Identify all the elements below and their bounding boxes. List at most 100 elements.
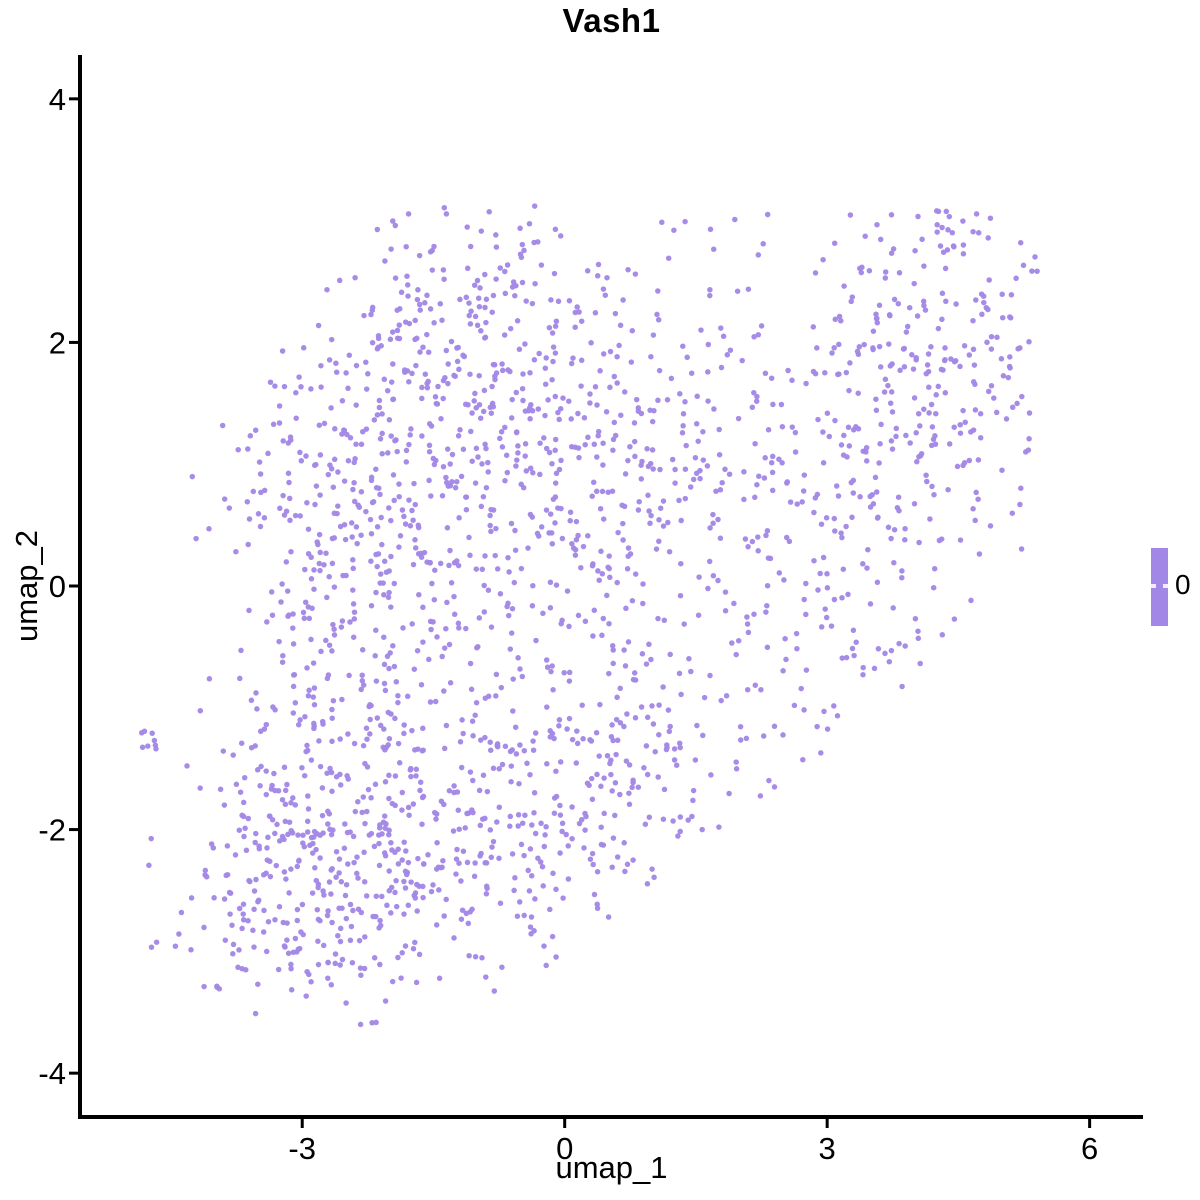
data-point (643, 661, 650, 667)
data-point (533, 637, 539, 644)
data-point (351, 859, 357, 866)
data-point (470, 733, 476, 739)
data-point (329, 919, 335, 926)
data-point (1017, 345, 1023, 351)
data-point (789, 424, 796, 430)
data-point (354, 540, 360, 547)
data-point (338, 878, 345, 885)
data-point (455, 433, 462, 439)
data-point (623, 605, 629, 612)
data-point (776, 456, 782, 462)
data-point (457, 739, 464, 745)
data-point (385, 594, 392, 601)
data-point (723, 693, 730, 699)
data-point (303, 453, 309, 459)
data-point (611, 373, 618, 380)
data-point (206, 526, 212, 532)
data-point (531, 790, 538, 796)
data-point (617, 685, 623, 692)
data-point (433, 816, 439, 822)
data-point (499, 761, 506, 768)
data-point (543, 824, 549, 830)
data-point (921, 263, 927, 269)
data-point (782, 635, 788, 642)
data-point (351, 498, 358, 505)
data-point (483, 891, 490, 897)
data-point (318, 362, 324, 369)
data-point (566, 398, 572, 404)
data-point (364, 736, 370, 742)
data-point (606, 670, 612, 677)
data-point (420, 344, 426, 350)
data-point (632, 571, 639, 577)
data-point (710, 511, 716, 518)
data-point (651, 874, 657, 881)
data-point (532, 280, 538, 287)
data-point (431, 809, 438, 816)
data-point (309, 890, 316, 896)
data-point (585, 434, 591, 441)
data-point (814, 723, 820, 730)
data-point (968, 597, 974, 604)
data-point (203, 874, 210, 880)
data-point (432, 567, 438, 573)
data-point (454, 846, 460, 853)
data-point (620, 520, 626, 527)
data-point (251, 888, 258, 894)
data-point (780, 668, 786, 674)
data-point (331, 535, 338, 541)
data-point (390, 218, 396, 224)
data-point (351, 609, 358, 615)
data-point (297, 449, 303, 456)
data-point (469, 410, 475, 416)
data-point (292, 802, 299, 808)
data-point (717, 487, 724, 493)
data-point (476, 303, 483, 310)
data-point (729, 640, 735, 646)
data-point (970, 228, 976, 235)
data-point (311, 701, 318, 708)
data-point (886, 312, 893, 318)
data-point (765, 427, 772, 433)
data-point (607, 348, 614, 355)
data-point (909, 351, 915, 358)
data-point (904, 323, 911, 330)
data-point (472, 480, 479, 486)
data-point (311, 723, 317, 729)
data-point (304, 829, 311, 835)
data-point (449, 479, 455, 485)
data-point (573, 760, 580, 766)
data-point (614, 694, 620, 701)
data-point (755, 548, 761, 554)
data-point (447, 547, 453, 554)
data-point (319, 812, 326, 819)
data-point (522, 812, 528, 818)
data-point (568, 360, 575, 367)
data-point (692, 454, 699, 461)
data-point (386, 505, 392, 511)
data-point (307, 842, 313, 849)
data-point (471, 398, 477, 404)
data-point (325, 471, 332, 478)
data-point (940, 367, 946, 373)
data-point (455, 620, 462, 627)
data-point (552, 494, 559, 500)
data-point (412, 545, 419, 551)
data-point (890, 246, 897, 252)
data-point (594, 273, 601, 279)
data-point (363, 386, 370, 392)
data-point (384, 387, 391, 394)
data-point (299, 764, 305, 771)
data-point (497, 265, 503, 271)
data-point (541, 435, 547, 441)
data-point (384, 653, 391, 660)
data-point (497, 900, 504, 906)
data-point (313, 483, 320, 489)
data-point (301, 772, 308, 779)
data-point (359, 428, 366, 435)
data-point (294, 906, 301, 913)
data-point (939, 632, 946, 638)
data-point (838, 318, 844, 324)
data-point (367, 716, 373, 723)
data-point (530, 738, 536, 744)
